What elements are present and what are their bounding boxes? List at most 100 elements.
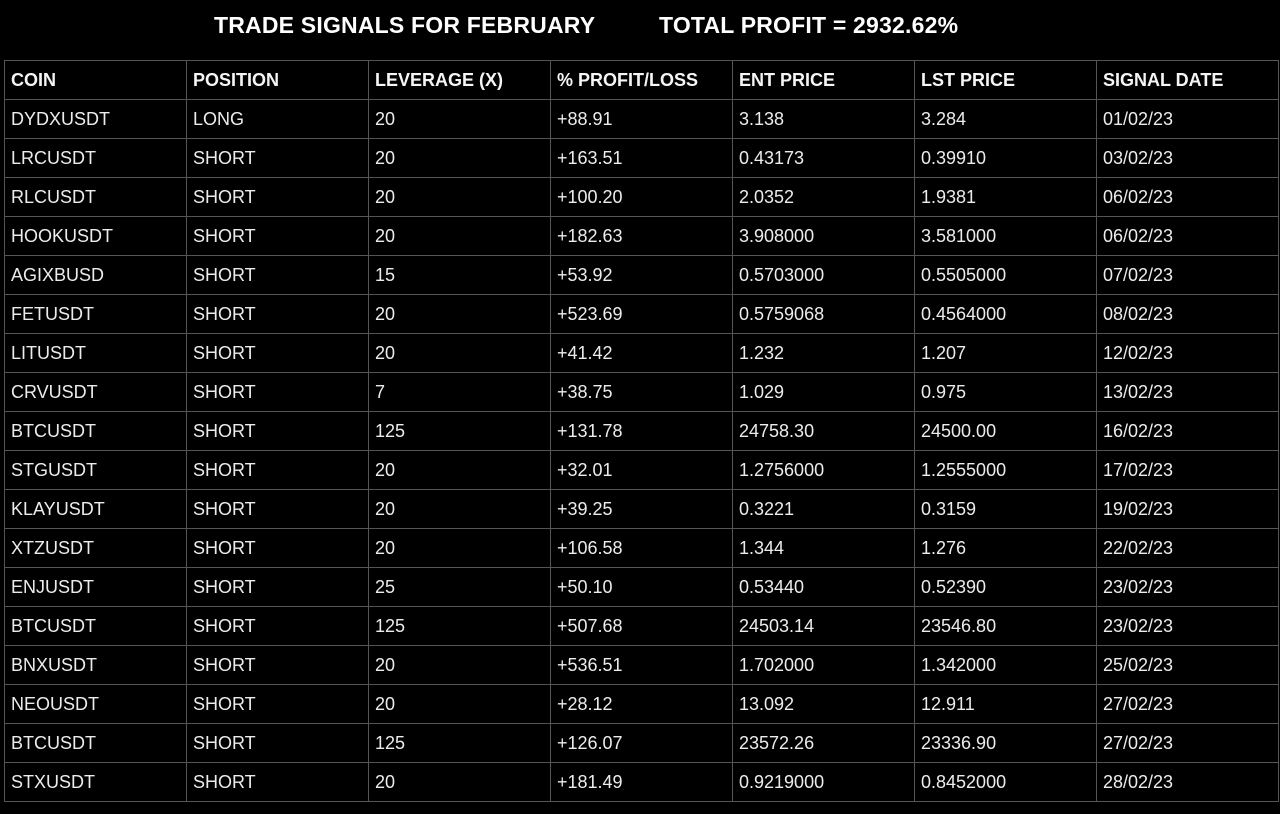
entry-price-cell: 2.0352: [732, 177, 915, 217]
entry-price-cell: 3.908000: [732, 216, 915, 256]
table-row: LITUSDT SHORT 20 +41.42 1.232 1.207 12/02/23: [4, 333, 1279, 373]
profit-loss-cell: +100.20: [550, 177, 733, 217]
coin-cell: BTCUSDT: [4, 411, 187, 451]
leverage-cell: 20: [368, 645, 551, 685]
position-cell: SHORT: [186, 177, 369, 217]
coin-cell: RLCUSDT: [4, 177, 187, 217]
table-row: BTCUSDT SHORT 125 +131.78 24758.30 24500.00 16…: [4, 411, 1279, 451]
coin-cell: KLAYUSDT: [4, 489, 187, 529]
last-price-cell: 23546.80: [914, 606, 1097, 646]
entry-price-cell: 1.702000: [732, 645, 915, 685]
entry-price-cell: 0.3221: [732, 489, 915, 529]
leverage-cell: 20: [368, 333, 551, 373]
leverage-cell: 20: [368, 528, 551, 568]
entry-price-cell: 24503.14: [732, 606, 915, 646]
signal-date-cell: 06/02/23: [1096, 177, 1279, 217]
position-cell: SHORT: [186, 684, 369, 724]
profit-loss-cell: +507.68: [550, 606, 733, 646]
table-row: DYDXUSDT LONG 20 +88.91 3.138 3.284 01/02/23: [4, 99, 1279, 139]
profit-loss-cell: +163.51: [550, 138, 733, 178]
profit-loss-cell: +39.25: [550, 489, 733, 529]
table-row: BTCUSDT SHORT 125 +126.07 23572.26 23336.90 27…: [4, 723, 1279, 763]
column-header-signal-date: SIGNAL DATE: [1096, 60, 1279, 100]
last-price-cell: 3.284: [914, 99, 1097, 139]
coin-cell: LITUSDT: [4, 333, 187, 373]
position-cell: SHORT: [186, 216, 369, 256]
table-header: COIN POSITION LEVERAGE (X) % PROFIT/LOSS…: [4, 60, 1279, 100]
signal-date-cell: 07/02/23: [1096, 255, 1279, 295]
column-header-profit-loss: % PROFIT/LOSS: [550, 60, 733, 100]
last-price-cell: 3.581000: [914, 216, 1097, 256]
signal-date-cell: 17/02/23: [1096, 450, 1279, 490]
leverage-cell: 20: [368, 489, 551, 529]
leverage-cell: 25: [368, 567, 551, 607]
leverage-cell: 7: [368, 372, 551, 412]
coin-cell: STXUSDT: [4, 762, 187, 802]
signal-date-cell: 16/02/23: [1096, 411, 1279, 451]
table-row: HOOKUSDT SHORT 20 +182.63 3.908000 3.581000 06…: [4, 216, 1279, 256]
signal-date-cell: 27/02/23: [1096, 684, 1279, 724]
profit-loss-cell: +38.75: [550, 372, 733, 412]
last-price-cell: 0.52390: [914, 567, 1097, 607]
last-price-cell: 23336.90: [914, 723, 1097, 763]
position-cell: LONG: [186, 99, 369, 139]
position-cell: SHORT: [186, 489, 369, 529]
leverage-cell: 20: [368, 138, 551, 178]
last-price-cell: 1.342000: [914, 645, 1097, 685]
table-row: BNXUSDT SHORT 20 +536.51 1.702000 1.342000 25/…: [4, 645, 1279, 685]
header-row: COIN POSITION LEVERAGE (X) % PROFIT/LOSS…: [4, 60, 1279, 100]
position-cell: SHORT: [186, 762, 369, 802]
table-row: NEOUSDT SHORT 20 +28.12 13.092 12.911 27/02/23: [4, 684, 1279, 724]
table-row: STGUSDT SHORT 20 +32.01 1.2756000 1.2555000 17…: [4, 450, 1279, 490]
profit-loss-cell: +182.63: [550, 216, 733, 256]
position-cell: SHORT: [186, 255, 369, 295]
position-cell: SHORT: [186, 606, 369, 646]
signal-date-cell: 06/02/23: [1096, 216, 1279, 256]
last-price-cell: 1.207: [914, 333, 1097, 373]
last-price-cell: 24500.00: [914, 411, 1097, 451]
position-cell: SHORT: [186, 450, 369, 490]
signal-date-cell: 01/02/23: [1096, 99, 1279, 139]
entry-price-cell: 0.5703000: [732, 255, 915, 295]
signal-date-cell: 23/02/23: [1096, 606, 1279, 646]
profit-loss-cell: +41.42: [550, 333, 733, 373]
entry-price-cell: 24758.30: [732, 411, 915, 451]
table-row: LRCUSDT SHORT 20 +163.51 0.43173 0.39910 03/02…: [4, 138, 1279, 178]
profit-loss-cell: +50.10: [550, 567, 733, 607]
last-price-cell: 0.3159: [914, 489, 1097, 529]
coin-cell: LRCUSDT: [4, 138, 187, 178]
leverage-cell: 20: [368, 99, 551, 139]
table-row: ENJUSDT SHORT 25 +50.10 0.53440 0.52390 23/02/…: [4, 567, 1279, 607]
entry-price-cell: 0.9219000: [732, 762, 915, 802]
table-row: BTCUSDT SHORT 125 +507.68 24503.14 23546.80 23…: [4, 606, 1279, 646]
profit-loss-cell: +28.12: [550, 684, 733, 724]
coin-cell: STGUSDT: [4, 450, 187, 490]
signal-date-cell: 27/02/23: [1096, 723, 1279, 763]
profit-loss-cell: +523.69: [550, 294, 733, 334]
profit-loss-cell: +106.58: [550, 528, 733, 568]
signal-date-cell: 19/02/23: [1096, 489, 1279, 529]
total-profit-label: TOTAL PROFIT = 2932.62%: [659, 12, 959, 38]
table-body: DYDXUSDT LONG 20 +88.91 3.138 3.284 01/02/23 LR…: [4, 99, 1279, 802]
page-header: TRADE SIGNALS FOR FEBRUARY TOTAL PROFIT …: [0, 0, 1280, 54]
last-price-cell: 0.975: [914, 372, 1097, 412]
profit-loss-cell: +181.49: [550, 762, 733, 802]
coin-cell: XTZUSDT: [4, 528, 187, 568]
leverage-cell: 20: [368, 450, 551, 490]
last-price-cell: 0.8452000: [914, 762, 1097, 802]
signal-date-cell: 22/02/23: [1096, 528, 1279, 568]
profit-loss-cell: +32.01: [550, 450, 733, 490]
signal-date-cell: 08/02/23: [1096, 294, 1279, 334]
leverage-cell: 20: [368, 762, 551, 802]
signal-date-cell: 03/02/23: [1096, 138, 1279, 178]
leverage-cell: 15: [368, 255, 551, 295]
leverage-cell: 125: [368, 411, 551, 451]
column-header-position: POSITION: [186, 60, 369, 100]
last-price-cell: 0.39910: [914, 138, 1097, 178]
last-price-cell: 0.4564000: [914, 294, 1097, 334]
table-row: XTZUSDT SHORT 20 +106.58 1.344 1.276 22/02/23: [4, 528, 1279, 568]
entry-price-cell: 23572.26: [732, 723, 915, 763]
signal-date-cell: 25/02/23: [1096, 645, 1279, 685]
table-row: FETUSDT SHORT 20 +523.69 0.5759068 0.4564000 0…: [4, 294, 1279, 334]
profit-loss-cell: +126.07: [550, 723, 733, 763]
